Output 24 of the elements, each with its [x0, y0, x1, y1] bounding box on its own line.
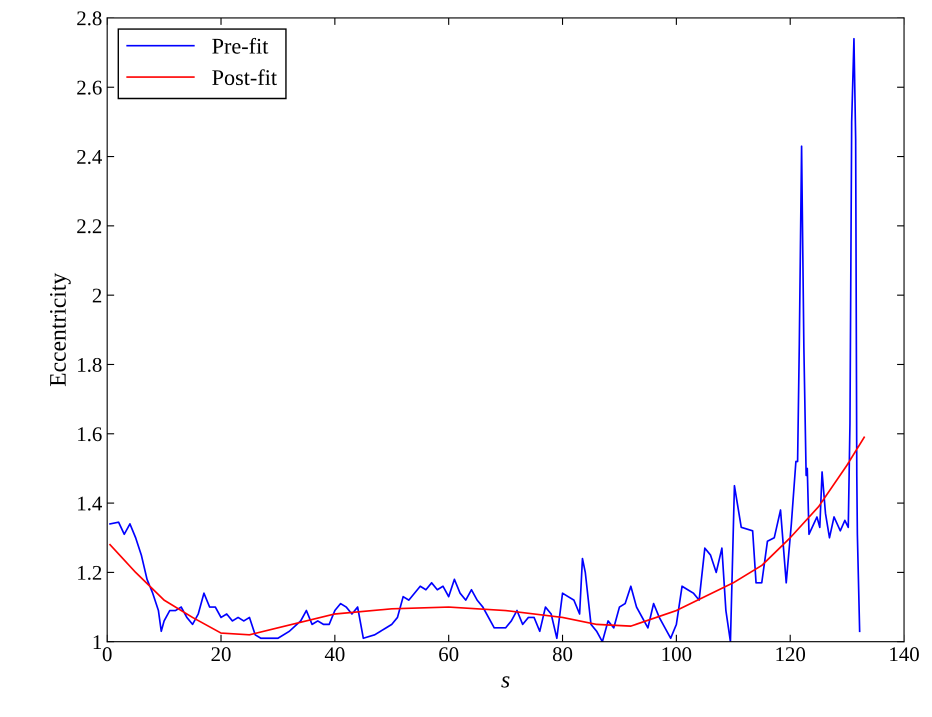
- line-series: [109, 38, 860, 642]
- legend-label: Pre-fit: [212, 38, 268, 54]
- y-tick-label: 2.6: [77, 80, 102, 95]
- x-tick-label: 40: [324, 647, 344, 662]
- y-tick-label: 2: [92, 288, 102, 302]
- y-tick-label: 2.2: [77, 219, 102, 234]
- y-tick-label: 1: [94, 635, 102, 649]
- y-tick-label: 2.4: [77, 150, 102, 164]
- y-tick-label: 1.4: [78, 496, 102, 511]
- y-tick-label: 2.8: [77, 11, 102, 26]
- y-tick-label: 1.2: [78, 566, 102, 580]
- x-tick-label: 80: [552, 647, 572, 662]
- x-tick-label: 140: [890, 647, 919, 662]
- x-axis-title: s: [501, 676, 510, 688]
- x-tick-label: 60: [439, 647, 458, 662]
- line-series: [109, 436, 866, 636]
- x-tick-label: 0: [102, 647, 112, 662]
- y-tick-label: 1.6: [78, 427, 102, 442]
- legend-label: Post-fit: [212, 69, 277, 86]
- x-tick-label: 120: [776, 647, 806, 662]
- y-tick-label: 1.8: [78, 358, 102, 372]
- x-tick-label: 20: [212, 647, 231, 662]
- x-tick-label: 100: [662, 647, 692, 662]
- y-axis-title: Eccentricity: [50, 272, 71, 386]
